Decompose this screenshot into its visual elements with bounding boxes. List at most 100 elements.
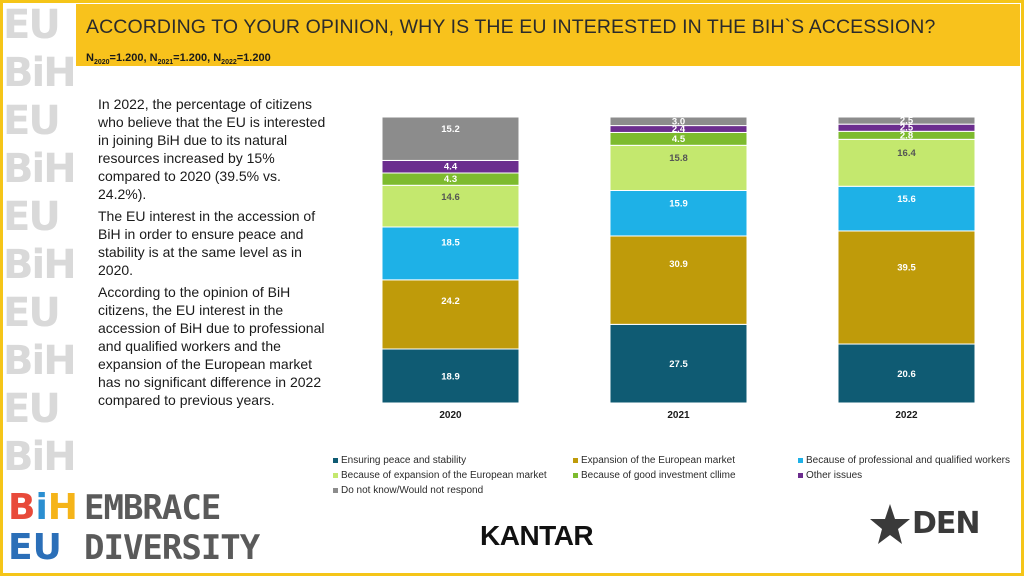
legend-item-3: Because of professional and qualified wo… (798, 455, 1010, 466)
data-label-2022-7: 2.5 (900, 116, 914, 127)
sidebar-pattern-text: BiH (3, 146, 73, 192)
sidebar-pattern-row: BiH (3, 435, 73, 479)
legend-label: Other issues (806, 470, 863, 481)
legend-label: Because of good investment cllime (581, 470, 736, 481)
bar-segment-2020-7 (381, 116, 520, 161)
legend-swatch (333, 473, 338, 478)
commentary-paragraph-2: The EU interest in the accession of BiH … (98, 208, 316, 278)
sidebar-pattern-row: EU (3, 387, 73, 431)
bar-segment-2022-2 (837, 230, 976, 345)
sample-size-2020: N2020=1.200, (86, 52, 150, 67)
sample-size-note: N2020=1.200, N2021=1.200, N2022=1.200 (86, 52, 271, 66)
legend-item-6: Other issues (798, 470, 862, 481)
legend-label: Do not know/Would not respond (341, 485, 484, 496)
bar-segment-2021-2 (609, 235, 748, 325)
sidebar-pattern-text: EU (3, 3, 61, 48)
data-label-2020-6: 4.4 (444, 162, 458, 173)
commentary-paragraph-3: According to the opinion of BiH citizens… (98, 284, 325, 408)
commentary-text: In 2022, the percentage of citizens who … (98, 95, 328, 413)
data-label-2021-7: 3.0 (672, 116, 685, 127)
sidebar-pattern-text: BiH (3, 50, 73, 96)
sidebar-pattern-row: EU (3, 99, 73, 143)
bar-segment-2020-3 (381, 226, 520, 281)
data-label-2021-5: 4.5 (672, 134, 686, 145)
legend-item-2: Expansion of the European market (573, 455, 735, 466)
legend-swatch (798, 458, 803, 463)
category-label-2022: 2022 (895, 410, 918, 421)
legend-swatch (333, 458, 338, 463)
legend-label: Expansion of the European market (581, 455, 735, 466)
bar-segment-2022-1 (837, 343, 976, 404)
bar-segment-2021-4 (609, 144, 748, 192)
eu-logo-text: EU (8, 527, 62, 568)
embrace-line: EMBRACE (84, 488, 221, 528)
bar-segment-2021-3 (609, 190, 748, 237)
sidebar-pattern-row: BiH (3, 51, 73, 95)
embrace-diversity-logo: BiH EU EMBRACE DIVERSITY (8, 487, 260, 572)
data-label-2022-4: 16.4 (897, 148, 916, 159)
bih-eu-logo-mark: BiH EU (8, 487, 78, 568)
bar-segment-2022-4 (837, 138, 976, 187)
star-icon (870, 504, 910, 544)
legend-item-7: Do not know/Would not respond (333, 485, 483, 496)
data-label-2020-1: 18.9 (441, 372, 460, 383)
data-label-2020-3: 18.5 (441, 238, 460, 249)
den-logo: DEN (868, 502, 988, 552)
sidebar-pattern-row: BiH (3, 243, 73, 287)
sample-size-2021: N2021=1.200, (149, 52, 214, 67)
data-label-2021-2: 30.9 (669, 259, 688, 270)
den-text: DEN (912, 506, 981, 541)
page-title: ACCORDING TO YOUR OPINION, WHY IS THE EU… (86, 16, 936, 38)
commentary-paragraph-1: In 2022, the percentage of citizens who … (98, 96, 326, 202)
legend-label: Because of professional and qualified wo… (806, 455, 1011, 466)
data-label-2022-5: 2.8 (900, 130, 913, 141)
sidebar-pattern-text: EU (3, 386, 61, 432)
sample-size-2022: N2022=1.200 (213, 52, 271, 67)
data-label-2020-4: 14.6 (441, 192, 460, 203)
sidebar-pattern-row: EU (3, 291, 73, 335)
legend-swatch (573, 473, 578, 478)
legend-swatch (333, 488, 338, 493)
bar-segment-2021-1 (609, 323, 748, 404)
data-label-2020-5: 4.3 (444, 174, 457, 185)
bar-segment-2020-4 (381, 184, 520, 228)
legend-swatch (798, 473, 803, 478)
bar-segment-2022-7 (837, 116, 976, 125)
stacked-bar-chart: 18.9 24.2 18.5 14.6 4.34.4 15.2 2020 27.5 30.9 15… (381, 116, 976, 421)
bar-segment-2022-3 (837, 185, 976, 232)
legend-item-4: Because of expansion of the European mar… (333, 470, 547, 481)
header-banner: ACCORDING TO YOUR OPINION, WHY IS THE EU… (76, 4, 1020, 66)
sidebar-pattern-row: EU (3, 3, 73, 47)
data-label-2021-6: 2.4 (672, 124, 686, 135)
sidebar-pattern-row: EU (3, 195, 73, 239)
bar-segment-2020-2 (381, 279, 520, 350)
sidebar-pattern-text: EU (3, 98, 61, 144)
data-label-2021-3: 15.9 (669, 198, 688, 209)
sidebar-pattern-row: BiH (3, 339, 73, 383)
legend-label: Ensuring peace and stability (341, 455, 467, 466)
legend-label: Because of expansion of the European mar… (341, 470, 547, 481)
data-label-2020-2: 24.2 (441, 296, 460, 307)
kantar-logo: KANTAR (480, 520, 594, 551)
data-label-2022-1: 20.6 (897, 369, 916, 380)
data-label-2020-7: 15.2 (441, 124, 460, 135)
data-label-2022-3: 15.6 (897, 194, 916, 205)
legend-swatch (573, 458, 578, 463)
sidebar-pattern-row: BiH (3, 147, 73, 191)
data-label-2021-1: 27.5 (669, 359, 688, 370)
sidebar-pattern-text: BiH (3, 338, 73, 384)
legend-item-1: Ensuring peace and stability (333, 455, 466, 466)
data-label-2022-2: 39.5 (897, 263, 916, 274)
legend-item-5: Because of good investment cllime (573, 470, 736, 481)
bar-segment-2021-7 (609, 116, 748, 127)
sidebar-eu-bih-pattern: EU BiH EU BiH EU BiH EU BiH EU BiH (3, 3, 73, 483)
sidebar-pattern-text: EU (3, 290, 61, 336)
category-label-2020: 2020 (439, 410, 462, 421)
sidebar-pattern-text: BiH (3, 242, 73, 288)
embrace-diversity-text: EMBRACE DIVERSITY (84, 488, 260, 568)
sidebar-pattern-text: BiH (3, 434, 73, 480)
data-label-2021-4: 15.8 (669, 153, 688, 164)
data-label-2022-6: 2.5 (900, 123, 914, 134)
sidebar-pattern-text: EU (3, 194, 61, 240)
